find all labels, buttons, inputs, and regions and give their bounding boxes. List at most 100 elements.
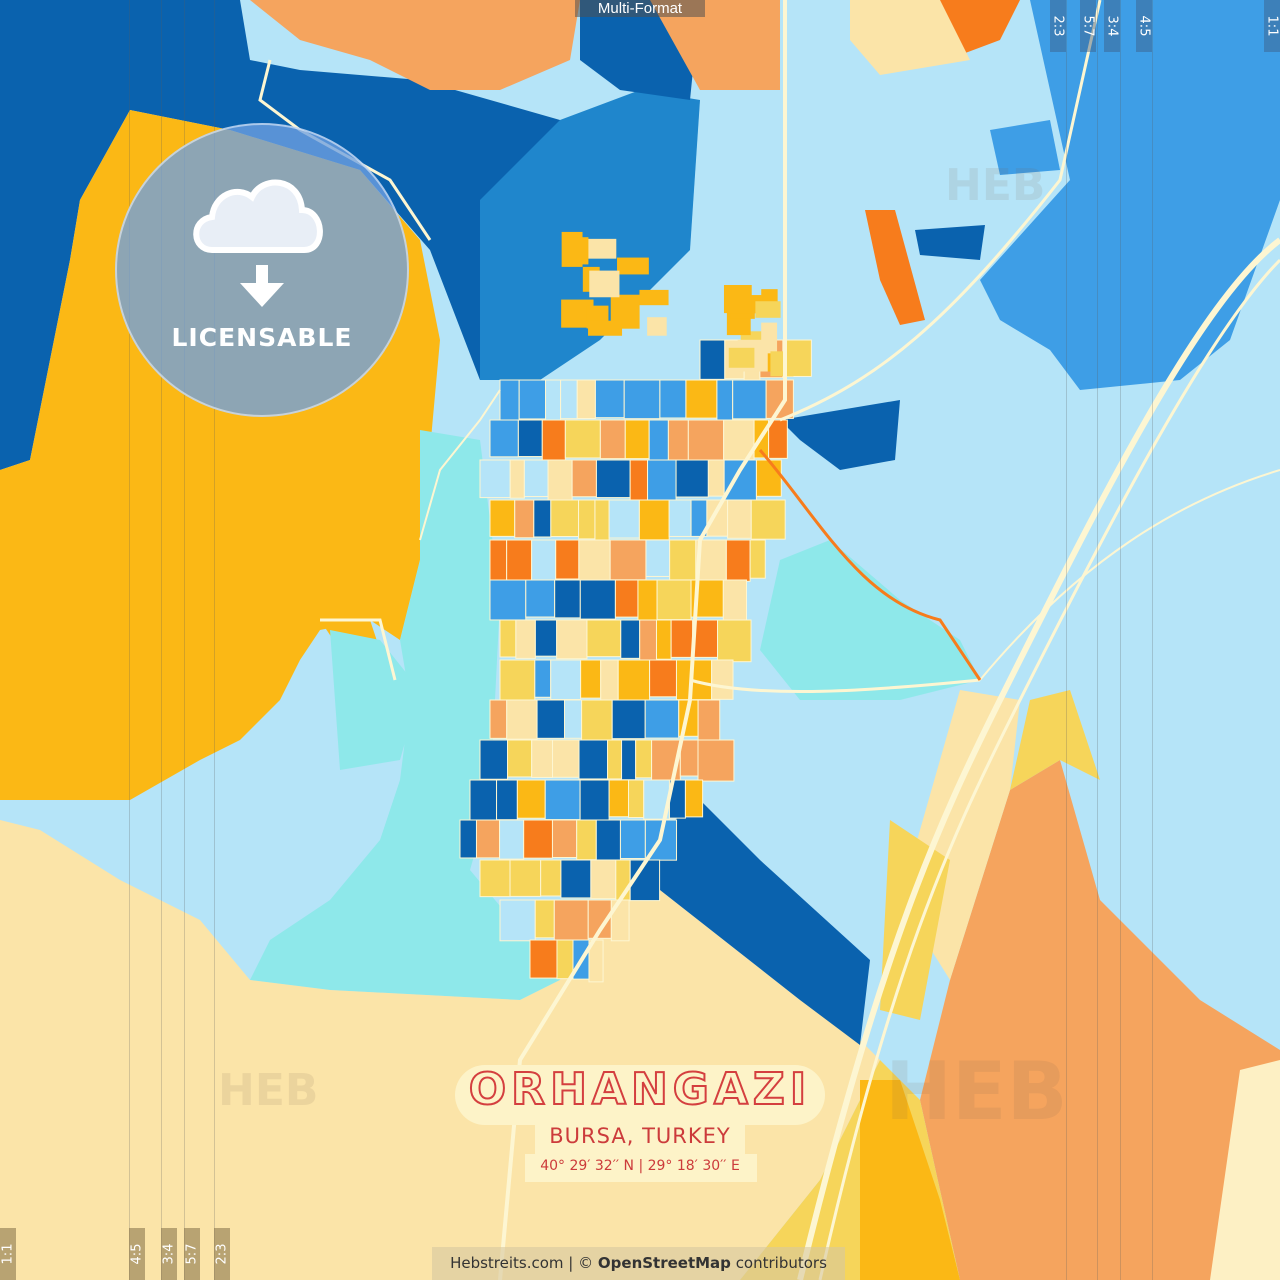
town-block (509, 859, 542, 897)
town-block (489, 539, 508, 582)
town-block (717, 619, 752, 663)
watermark: HEB (885, 1045, 1068, 1138)
town-block (576, 379, 596, 420)
town-block (659, 379, 687, 419)
area-dark-blue-nw (0, 0, 600, 470)
town-block (645, 539, 671, 577)
area-orange-n (250, 0, 580, 90)
town-block (489, 419, 519, 458)
town-block (750, 499, 786, 540)
town-block (479, 859, 511, 898)
watermark: HEB (945, 160, 1046, 211)
town-block (667, 419, 689, 462)
town-block (544, 779, 581, 821)
ratio-marker-top: 4:5 (1136, 0, 1152, 52)
town-block (727, 499, 752, 539)
town-block (551, 819, 578, 859)
river (758, 449, 982, 681)
town-block (595, 459, 631, 499)
town-block (669, 539, 697, 581)
town-block (755, 301, 781, 318)
town-block (588, 320, 623, 336)
town-block (554, 579, 581, 619)
town-block (675, 459, 709, 498)
town-block (529, 939, 558, 979)
town-block (617, 659, 651, 701)
town-block (649, 659, 677, 698)
town-block (695, 539, 727, 582)
town-block (599, 419, 626, 460)
town-block (534, 619, 558, 657)
area-blue-north (480, 90, 700, 380)
area-deep-orange-ne2 (865, 210, 925, 325)
cloud-download-icon (193, 179, 323, 307)
town-block (523, 459, 549, 498)
town-block (629, 459, 649, 501)
licensable-label: LICENSABLE (171, 323, 353, 352)
town-block (578, 499, 596, 540)
town-block (523, 819, 553, 859)
roads (258, 0, 1280, 1280)
town-block (579, 579, 616, 620)
town-block (499, 899, 536, 942)
town-block (755, 459, 782, 497)
town-block (541, 419, 566, 461)
town-block (648, 419, 669, 461)
town-block (479, 739, 509, 780)
licensable-badge[interactable]: LICENSABLE (115, 123, 409, 417)
town-block (517, 419, 543, 458)
town-block (515, 619, 536, 659)
town-block (545, 379, 562, 423)
town-block (534, 659, 552, 698)
town-block (469, 779, 498, 822)
area-dark-blue-e (780, 400, 900, 470)
town-block (590, 859, 617, 900)
town-block (540, 859, 562, 897)
town-block (647, 317, 667, 336)
town-block (562, 237, 589, 265)
town-block (516, 779, 546, 819)
town-block (716, 379, 734, 423)
credits-bar: Hebstreits.com | © OpenStreetMap contrib… (432, 1247, 845, 1280)
town-block (637, 579, 658, 621)
town-block (479, 459, 511, 499)
town-block (685, 379, 718, 419)
watermark: HEB (218, 1065, 319, 1116)
town-block (459, 819, 477, 859)
ratio-marker-bottom: 5:7 (184, 1228, 200, 1280)
town-block (697, 699, 721, 743)
town-block (711, 659, 734, 700)
town-block (586, 619, 622, 658)
ratio-marker-bottom: 4:5 (129, 1228, 145, 1280)
town-block (638, 499, 670, 541)
area-dark-blue-se (650, 800, 870, 1045)
city-title: ORHANGAZI (468, 1063, 812, 1116)
coords-backdrop (525, 1154, 757, 1182)
town-block (555, 539, 580, 580)
town-block (608, 779, 629, 818)
town-block (550, 659, 582, 701)
town-block (656, 579, 692, 621)
multi-format-label: Multi-Format (575, 0, 705, 17)
town-block (620, 619, 641, 659)
town-block (581, 699, 613, 743)
town-block (770, 351, 794, 377)
town-block (499, 659, 536, 702)
town-block (571, 459, 597, 498)
town-block (614, 579, 639, 618)
town-block (580, 659, 602, 699)
town-block (578, 739, 609, 780)
town-block (506, 699, 538, 740)
osm-link[interactable]: OpenStreetMap (597, 1254, 731, 1272)
town-block (576, 819, 597, 861)
town-block (732, 379, 767, 420)
town-block (499, 619, 517, 658)
title-backdrop (455, 1065, 825, 1125)
town-block (706, 499, 729, 537)
town-block (647, 459, 677, 502)
town-block (723, 284, 752, 314)
town-block (578, 539, 611, 582)
town-block (525, 579, 556, 618)
town-block (534, 899, 555, 939)
ratio-marker-bottom: 2:3 (214, 1228, 230, 1280)
